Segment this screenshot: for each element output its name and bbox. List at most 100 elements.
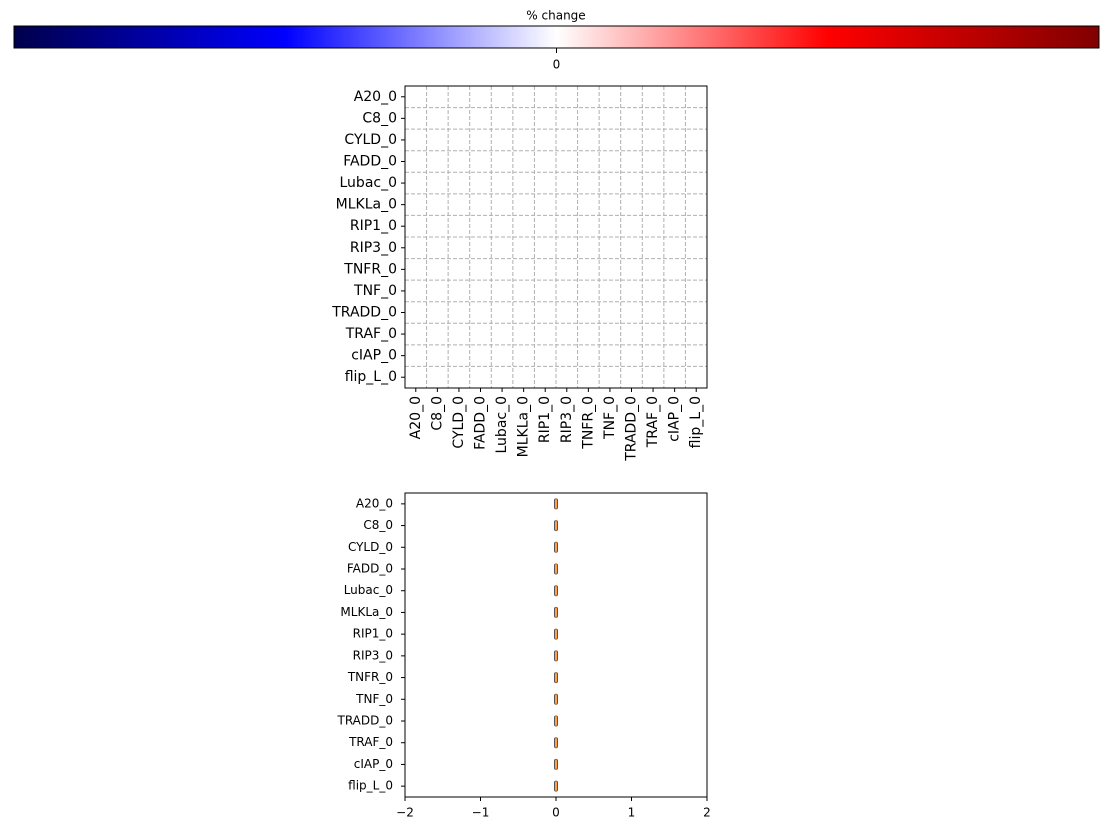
y-tick-label: TRADD_0 xyxy=(336,714,393,728)
heatmap-cell xyxy=(448,323,471,346)
heatmap-cell xyxy=(620,129,643,152)
heatmap-cell xyxy=(469,280,492,303)
heatmap-cell xyxy=(512,280,535,303)
heatmap-cell xyxy=(534,280,557,303)
heatmap-cell xyxy=(556,366,578,389)
heatmap-cell xyxy=(491,280,514,303)
heatmap-cell xyxy=(599,301,622,324)
heatmap-cell xyxy=(599,215,622,238)
heatmap-cell xyxy=(663,193,686,216)
heatmap-cell xyxy=(599,107,622,130)
heatmap-cell xyxy=(405,323,427,346)
heatmap-cell xyxy=(685,193,708,216)
x-tick-label: Lubac_0 xyxy=(494,396,510,454)
heatmap-cell xyxy=(426,86,449,108)
heatmap-cell xyxy=(491,301,514,324)
heatmap-cell xyxy=(534,237,557,259)
heatmap-cell xyxy=(405,344,427,367)
heatmap-cell xyxy=(448,366,471,389)
heatmap-cell xyxy=(642,129,665,152)
heatmap-cell xyxy=(469,150,492,173)
heatmap-cell xyxy=(534,107,557,130)
heatmap-cell xyxy=(620,107,643,130)
heatmap-cell xyxy=(685,129,708,152)
heatmap-cell xyxy=(426,129,449,152)
colorbar-tick-label: 0 xyxy=(553,58,561,72)
heatmap-cell xyxy=(577,280,600,303)
heatmap-cell xyxy=(426,215,449,238)
heatmap-cell xyxy=(426,323,449,346)
heatmap-cell xyxy=(491,258,514,281)
heatmap-cell xyxy=(491,107,514,130)
y-tick-label: RIP1_0 xyxy=(350,218,397,234)
x-tick-label: RIP3_0 xyxy=(559,396,575,443)
heatmap-cell xyxy=(642,366,665,389)
heatmap-cell xyxy=(599,258,622,281)
heatmap-cell xyxy=(620,86,643,108)
heatmap-cell xyxy=(426,366,449,389)
heatmap-cell xyxy=(512,366,535,389)
heatmap-cell xyxy=(512,301,535,324)
heatmap-cell xyxy=(663,86,686,108)
heatmap-cell xyxy=(577,172,600,195)
x-tick-label: RIP1_0 xyxy=(537,396,553,443)
heatmap-cell xyxy=(469,129,492,152)
heatmap-cell xyxy=(469,237,492,259)
heatmap-cell xyxy=(512,107,535,130)
heatmap-cell xyxy=(556,172,578,195)
heatmap-cell xyxy=(599,150,622,173)
heatmap-cell xyxy=(491,86,514,108)
heatmap-cell xyxy=(448,172,471,195)
heatmap-cell xyxy=(620,193,643,216)
heatmap-cell xyxy=(620,150,643,173)
y-tick-label: Lubac_0 xyxy=(340,175,398,191)
heatmap-cell xyxy=(556,258,578,281)
heatmap-cell xyxy=(642,301,665,324)
heatmap-cell xyxy=(491,215,514,238)
y-tick-label: FADD_0 xyxy=(347,562,393,576)
heatmap-cell xyxy=(491,150,514,173)
heatmap-cell xyxy=(534,215,557,238)
heatmap-cell xyxy=(512,215,535,238)
heatmap-cell xyxy=(620,323,643,346)
heatmap-cell xyxy=(448,215,471,238)
heatmap-cell xyxy=(469,323,492,346)
heatmap-cell xyxy=(405,86,427,108)
heatmap-cell xyxy=(577,150,600,173)
x-tick-label: cIAP_0 xyxy=(667,396,683,442)
heatmap-cell xyxy=(469,172,492,195)
x-tick-label: TRADD_0 xyxy=(624,396,640,462)
heatmap-cell xyxy=(405,280,427,303)
y-tick-label: flip_L_0 xyxy=(345,369,397,385)
heatmap-cell xyxy=(426,258,449,281)
heatmap-cell xyxy=(469,86,492,108)
heatmap-cell xyxy=(534,366,557,389)
heatmap-cell xyxy=(642,344,665,367)
y-tick-label: MLKLa_0 xyxy=(336,197,397,213)
heatmap-cell xyxy=(685,86,708,108)
x-tick-label: FADD_0 xyxy=(473,396,489,450)
heatmap-cell xyxy=(448,129,471,152)
y-tick-label: TNFR_0 xyxy=(347,670,393,684)
heatmap-cell xyxy=(642,237,665,259)
heatmap-cell xyxy=(685,150,708,173)
heatmap-cell xyxy=(620,237,643,259)
heatmap-cell xyxy=(556,323,578,346)
heatmap-cell xyxy=(599,366,622,389)
y-tick-label: TNF_0 xyxy=(355,692,393,706)
heatmap-cell xyxy=(491,172,514,195)
heatmap-cell xyxy=(426,280,449,303)
heatmap-cell xyxy=(534,301,557,324)
heatmap-cell xyxy=(448,344,471,367)
heatmap-cell xyxy=(491,237,514,259)
heatmap-cell xyxy=(577,86,600,108)
heatmap-cell xyxy=(577,344,600,367)
y-tick-label: MLKLa_0 xyxy=(340,605,393,619)
heatmap-cell xyxy=(426,193,449,216)
heatmap-cell xyxy=(448,280,471,303)
heatmap-cell xyxy=(663,215,686,238)
heatmap-cell xyxy=(534,172,557,195)
y-tick-label: TNFR_0 xyxy=(343,261,397,277)
heatmap-cell xyxy=(599,86,622,108)
